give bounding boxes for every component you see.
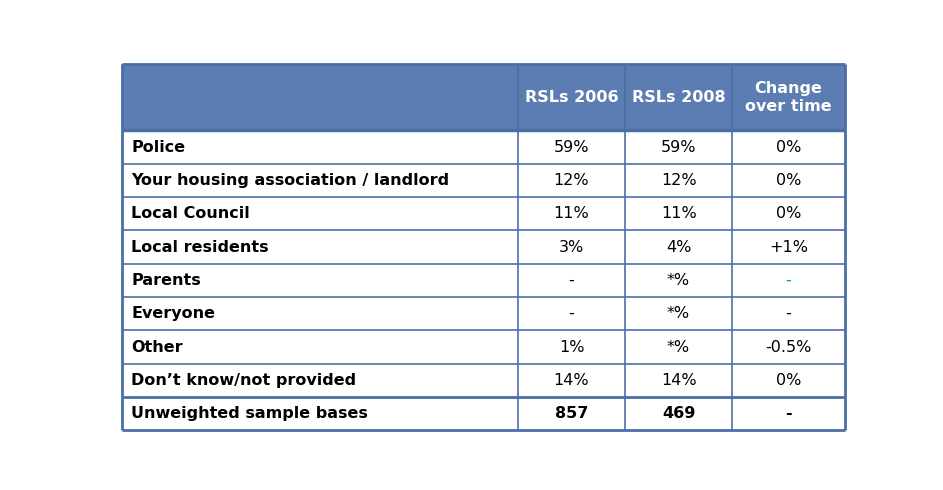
Text: Unweighted sample bases: Unweighted sample bases <box>131 406 368 421</box>
Text: RSLs 2008: RSLs 2008 <box>632 90 725 105</box>
Text: Change
over time: Change over time <box>745 81 832 114</box>
Text: Don’t know/not provided: Don’t know/not provided <box>131 373 356 388</box>
Text: 14%: 14% <box>661 373 697 388</box>
Bar <box>122 130 845 164</box>
Text: *%: *% <box>667 340 690 355</box>
Text: 3%: 3% <box>559 240 584 255</box>
Text: 11%: 11% <box>661 206 697 221</box>
Text: Police: Police <box>131 140 185 155</box>
Text: 11%: 11% <box>554 206 589 221</box>
Text: 14%: 14% <box>554 373 589 388</box>
Text: -: - <box>569 273 574 288</box>
Text: RSLs 2006: RSLs 2006 <box>524 90 619 105</box>
Text: 12%: 12% <box>661 173 697 188</box>
Text: -: - <box>569 306 574 321</box>
Bar <box>122 197 845 230</box>
Bar <box>122 297 845 330</box>
Text: 4%: 4% <box>666 240 691 255</box>
Text: Local residents: Local residents <box>131 240 269 255</box>
Text: Other: Other <box>131 340 183 355</box>
Text: 12%: 12% <box>554 173 589 188</box>
Text: Local Council: Local Council <box>131 206 250 221</box>
Text: 469: 469 <box>662 406 695 421</box>
Text: -: - <box>786 406 792 421</box>
Text: *%: *% <box>667 306 690 321</box>
Text: -: - <box>786 273 791 288</box>
Text: Everyone: Everyone <box>131 306 215 321</box>
Text: 0%: 0% <box>776 206 802 221</box>
Bar <box>122 164 845 197</box>
Text: -: - <box>786 306 791 321</box>
Text: -0.5%: -0.5% <box>766 340 812 355</box>
Bar <box>122 330 845 364</box>
Text: 59%: 59% <box>554 140 589 155</box>
Text: 857: 857 <box>554 406 588 421</box>
Text: 1%: 1% <box>559 340 585 355</box>
Bar <box>122 264 845 297</box>
Text: 0%: 0% <box>776 173 802 188</box>
Text: Your housing association / landlord: Your housing association / landlord <box>131 173 449 188</box>
Text: +1%: +1% <box>769 240 808 255</box>
Text: 59%: 59% <box>661 140 696 155</box>
Text: 0%: 0% <box>776 373 802 388</box>
Bar <box>122 397 845 430</box>
Bar <box>122 364 845 397</box>
Text: Parents: Parents <box>131 273 201 288</box>
Text: *%: *% <box>667 273 690 288</box>
Bar <box>122 230 845 264</box>
Bar <box>122 65 845 130</box>
Text: 0%: 0% <box>776 140 802 155</box>
